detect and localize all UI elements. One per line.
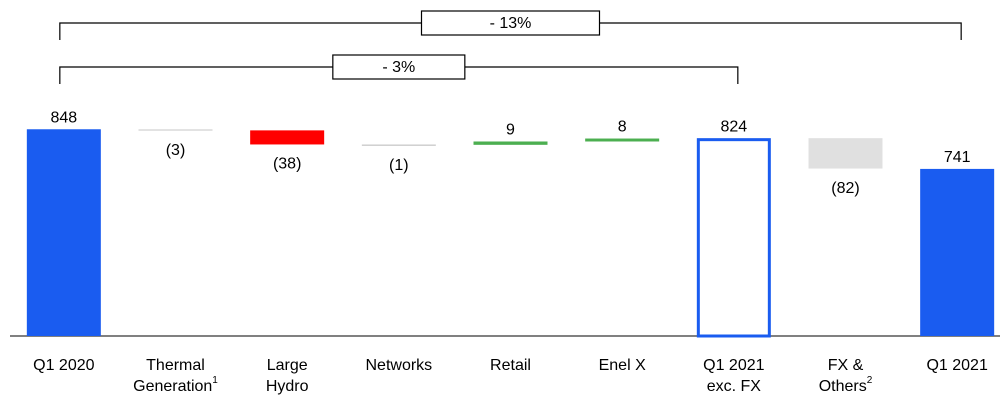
bar <box>361 144 436 146</box>
value-label: (38) <box>273 156 301 173</box>
x-tick-label: Others2 <box>819 375 873 396</box>
bar <box>920 168 995 336</box>
x-tick-label: Thermal <box>146 357 205 374</box>
value-label: (3) <box>166 142 186 159</box>
x-tick-label-line: exc. FX <box>707 378 762 395</box>
x-tick-label-line: Generation <box>133 378 212 395</box>
annotation-text: - 13% <box>490 15 532 32</box>
x-tick-label-line: Others <box>819 378 867 395</box>
x-tick-label-line: Retail <box>490 357 531 374</box>
x-tick-label-line: Large <box>267 357 308 374</box>
bar <box>585 138 660 142</box>
x-tick-label-line: Q1 2021 <box>703 357 764 374</box>
annotation-text: - 3% <box>382 59 415 76</box>
x-tick-label: Q1 2021 <box>703 357 764 374</box>
x-tick-label-line: Hydro <box>266 378 309 395</box>
bar <box>26 129 101 336</box>
annotation-box <box>420 10 601 36</box>
annotation-box <box>332 54 466 80</box>
x-tick-label: Q1 2020 <box>33 357 94 374</box>
value-label: (1) <box>389 157 409 174</box>
bar <box>808 138 883 169</box>
footnote-mark: 1 <box>212 375 218 386</box>
x-tick-label: Hydro <box>266 378 309 395</box>
bar <box>473 141 548 145</box>
x-tick-label: Generation1 <box>133 375 218 396</box>
x-tick-label: exc. FX <box>707 378 762 395</box>
x-tick-label: Retail <box>490 357 531 374</box>
x-tick-label: Networks <box>365 357 432 374</box>
x-tick-label: Large <box>267 357 308 374</box>
x-tick-label-line: Q1 2020 <box>33 357 94 374</box>
footnote-mark: 2 <box>867 375 873 386</box>
bar <box>138 129 213 131</box>
value-label: 8 <box>618 119 627 136</box>
x-tick-label: FX & <box>828 357 864 374</box>
bar <box>696 138 771 338</box>
x-tick-label: Enel X <box>599 357 646 374</box>
value-label: 9 <box>506 122 515 139</box>
x-tick-label-line: Enel X <box>599 357 646 374</box>
x-tick-label: Q1 2021 <box>926 357 987 374</box>
value-label: 848 <box>50 109 77 126</box>
x-tick-label-line: FX & <box>828 357 864 374</box>
x-tick-label-line: Q1 2021 <box>926 357 987 374</box>
bar <box>250 130 325 145</box>
x-tick-label-line: Networks <box>365 357 432 374</box>
x-tick-label-line: Thermal <box>146 357 205 374</box>
value-label: 741 <box>944 149 971 166</box>
value-label: 824 <box>720 118 747 135</box>
value-label: (82) <box>831 180 859 197</box>
